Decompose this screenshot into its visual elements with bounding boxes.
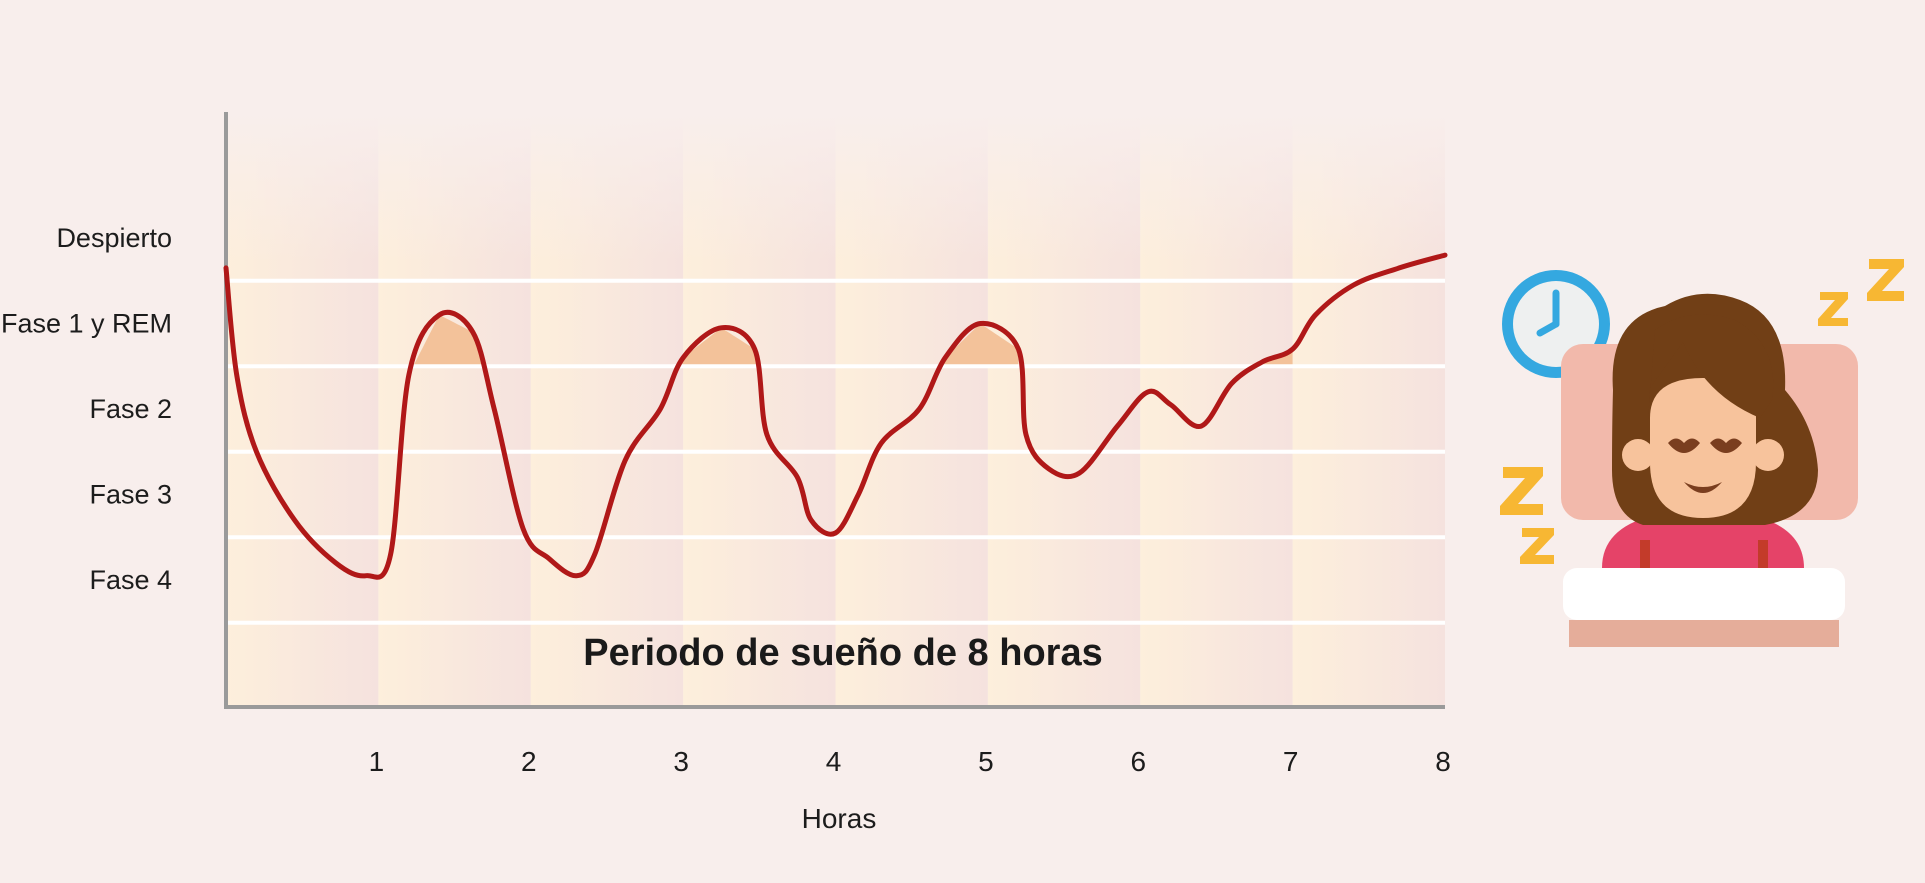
blanket [1563,568,1845,620]
rem-highlight [931,323,1019,367]
y-tick-label: Despierto [56,223,172,253]
x-tick-label: 4 [826,746,842,777]
y-tick-label: Fase 2 [89,394,172,424]
rem-highlight [411,315,498,367]
eye-left [1668,438,1700,453]
rem-highlight [670,327,760,367]
strap-right [1758,540,1768,568]
y-tick-label: Fase 3 [89,480,172,510]
x-tick-label: 5 [978,746,994,777]
face [1650,378,1756,518]
x-tick-label: 6 [1130,746,1146,777]
rem-highlight [1201,349,1293,367]
top-fade [226,112,1445,707]
grid-lines [226,278,1445,625]
x-tick-label: 2 [521,746,537,777]
ear-right [1752,439,1784,471]
strap-left [1640,540,1650,568]
sleeping-person-illustration [1500,259,1904,647]
sleep-stage-line [223,252,1448,580]
x-axis-title: Horas [802,803,877,834]
x-tick-labels: 1 2 3 4 5 6 7 8 [369,746,1451,777]
bed-frame [1569,620,1839,647]
x-tick-label: 1 [369,746,385,777]
snore-z-icon [1500,259,1904,564]
rem-highlights [411,315,1293,367]
x-tick-label: 7 [1283,746,1299,777]
smile [1684,482,1722,493]
chart-annotation: Periodo de sueño de 8 horas [583,632,1102,674]
x-tick-label: 3 [673,746,689,777]
y-tick-labels: Despierto Fase 1 y REM Fase 2 Fase 3 Fase 4 [1,223,172,595]
ear-left [1622,439,1654,471]
hair-fringe [1648,314,1774,420]
eye-right [1710,438,1742,453]
y-tick-label: Fase 4 [89,565,172,595]
x-tick-label: 8 [1435,746,1451,777]
y-tick-label: Fase 1 y REM [1,309,172,339]
